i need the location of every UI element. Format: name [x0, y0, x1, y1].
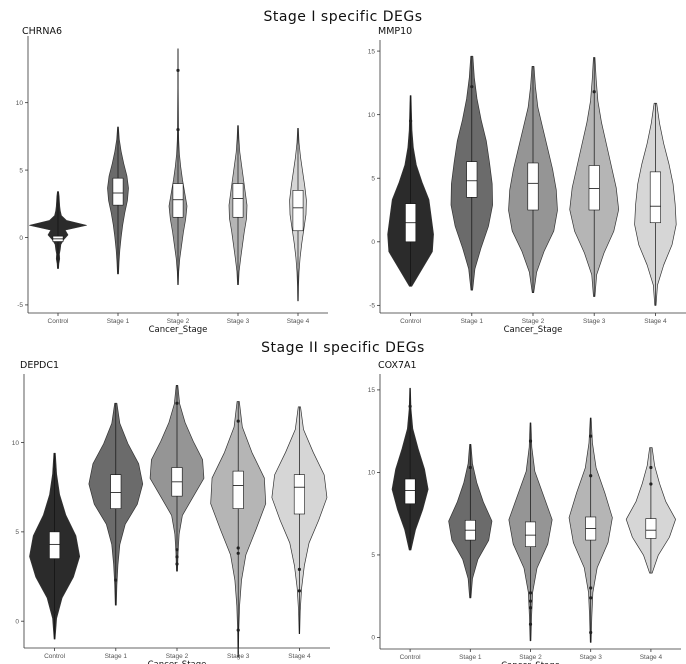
x-tick-label: Stage 3: [583, 318, 606, 325]
x-tick-label: Stage 3: [579, 654, 602, 661]
outlier-point: [297, 589, 301, 593]
box: [49, 531, 61, 559]
y-tick-label: -5: [17, 302, 23, 309]
outlier-point: [589, 586, 593, 590]
violin-chart-cox7a1: COX7A1 0 5 10 15 Control Stage 1 Stage 2 Stage 3…: [368, 360, 681, 664]
y-tick-label: 10: [16, 100, 24, 107]
x-tick-label: Stage 2: [167, 318, 190, 325]
x-tick-label: Stage 2: [522, 318, 545, 325]
outlier-point: [528, 606, 533, 610]
x-tick-label: Stage 3: [227, 318, 250, 325]
outlier-point: [528, 439, 533, 443]
y-tick-label: 0: [371, 239, 375, 246]
box: [232, 183, 244, 218]
y-tick-label: 5: [15, 529, 19, 536]
outlier-point: [297, 567, 301, 571]
section-title-stage-1: Stage I specific DEGs: [263, 9, 423, 25]
outlier-point: [175, 401, 179, 405]
x-axis-title: Cancer_Stage: [501, 661, 560, 664]
outlier-point: [408, 404, 412, 409]
y-tick-label: 10: [368, 112, 376, 119]
x-tick-label: Stage 1: [461, 318, 484, 325]
outlier-point: [649, 482, 653, 486]
outlier-point: [589, 596, 593, 600]
x-tick-label: Control: [44, 653, 66, 660]
box: [172, 183, 184, 218]
box: [110, 474, 122, 509]
outlier-point: [528, 622, 533, 626]
box: [525, 521, 536, 547]
chart-title: DEPDC1: [20, 360, 59, 371]
outlier-point: [53, 467, 57, 471]
section-title-stage-2: Stage II specific DEGs: [261, 340, 425, 356]
outlier-point: [468, 465, 472, 470]
outlier-point: [236, 551, 240, 555]
y-tick-label: 10: [12, 440, 20, 447]
x-tick-label: Stage 3: [227, 653, 250, 660]
outlier-point: [175, 555, 179, 559]
y-tick-label: 0: [371, 635, 375, 642]
x-tick-label: Stage 4: [287, 318, 310, 325]
violin-chart-depdc1: DEPDC1 0 5 10 Control Stage 1 Stage 2 Stage 3 St…: [12, 360, 330, 664]
y-tick-label: -5: [369, 303, 375, 310]
chart-title: COX7A1: [378, 360, 417, 371]
y-tick-label: 10: [368, 470, 376, 477]
outlier-point: [409, 119, 413, 123]
outlier-point: [114, 578, 118, 582]
x-tick-label: Stage 1: [105, 653, 128, 660]
outlier-point: [589, 474, 593, 478]
x-tick-label: Control: [48, 318, 70, 325]
x-tick-label: Stage 4: [644, 318, 667, 325]
box: [112, 177, 124, 206]
box: [649, 171, 661, 224]
x-tick-label: Stage 1: [459, 654, 482, 661]
y-tick-label: 5: [19, 167, 23, 174]
outlier-point: [236, 419, 240, 423]
box: [466, 161, 478, 198]
y-tick-label: 15: [368, 48, 376, 55]
outlier-point: [176, 128, 180, 132]
violin-chart-mmp10: MMP10 -5 0 5 10 15 Control Stage 1 Stage 2 Stage …: [368, 26, 686, 335]
y-tick-label: 5: [371, 552, 375, 559]
outlier-point: [175, 548, 179, 552]
outlier-point: [53, 610, 57, 614]
outlier-point: [528, 591, 533, 595]
x-axis-title: Cancer_Stage: [148, 660, 207, 664]
box: [293, 474, 305, 515]
x-axis-title: Cancer_Stage: [149, 325, 208, 335]
outlier-point: [176, 68, 180, 72]
outlier-point: [592, 90, 596, 94]
y-tick-label: 0: [15, 619, 19, 626]
box: [404, 478, 416, 505]
y-tick-label: 5: [371, 176, 375, 183]
x-tick-label: Control: [400, 318, 422, 325]
outlier-point: [589, 434, 593, 438]
chart-title: CHRNA6: [22, 26, 62, 37]
y-tick-label: 15: [368, 387, 376, 394]
y-tick-label: 0: [19, 235, 23, 242]
outlier-point: [528, 599, 533, 603]
box: [292, 190, 304, 232]
box: [232, 470, 244, 509]
x-tick-label: Stage 2: [166, 653, 189, 660]
outlier-point: [236, 546, 240, 550]
x-tick-label: Stage 2: [519, 654, 542, 661]
x-tick-label: Control: [400, 654, 422, 661]
box: [645, 518, 657, 539]
x-tick-label: Stage 4: [640, 654, 663, 661]
outlier-point: [649, 465, 653, 470]
x-tick-label: Stage 1: [107, 318, 130, 325]
outlier-point: [236, 628, 240, 632]
outlier-point: [175, 562, 179, 566]
chart-title: MMP10: [378, 26, 412, 37]
box: [527, 162, 539, 211]
box: [588, 165, 600, 211]
outlier-point: [470, 85, 474, 89]
outlier-point: [589, 630, 593, 635]
x-axis-title: Cancer_Stage: [504, 325, 563, 335]
x-tick-label: Stage 4: [288, 653, 311, 660]
violin-chart-chrna6: CHRNA6 -5 0 5 10 Control Stage 1 Stage 2 Stage 3…: [16, 26, 328, 335]
